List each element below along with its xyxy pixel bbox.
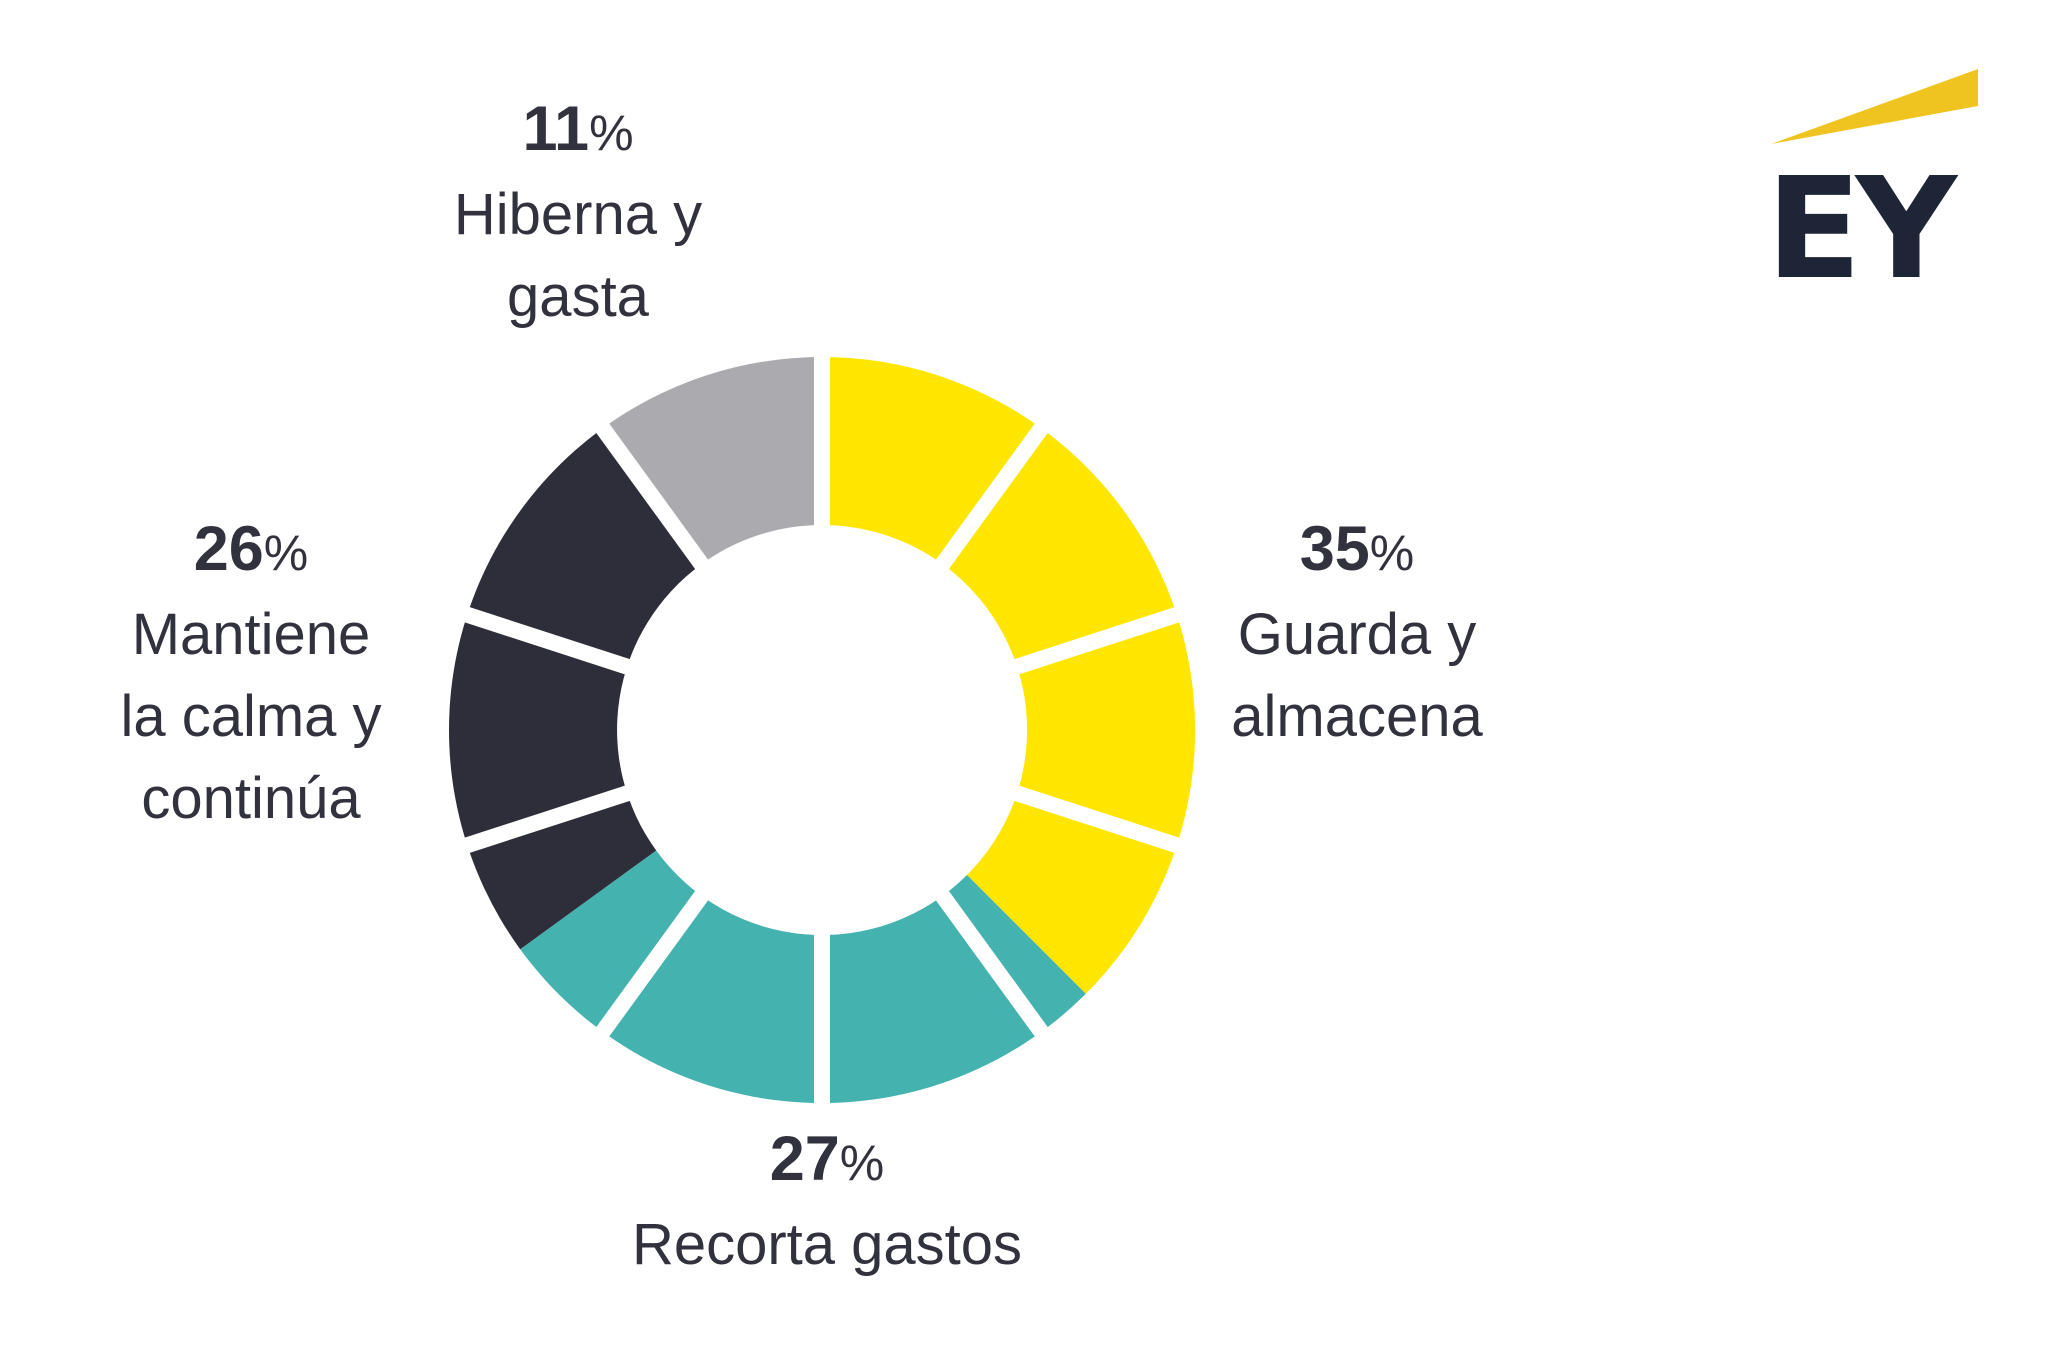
callout-percent: 11% xyxy=(454,88,702,174)
percent-sign: % xyxy=(839,1135,885,1191)
callout-label-line: gasta xyxy=(507,264,649,329)
donut-segments xyxy=(448,356,1196,1104)
percent-value: 26 xyxy=(193,514,264,584)
callout-label-line: Recorta gastos xyxy=(631,1212,1023,1277)
callout-percent: 27% xyxy=(632,1118,1022,1204)
callout-label-line: Mantiene xyxy=(131,602,371,667)
callout-mantiene-la-calma: 26% Mantiene la calma y continúa xyxy=(120,508,381,840)
segment-dividers xyxy=(446,338,1198,1122)
ey-logo-text: EY xyxy=(1766,148,1959,290)
segment-recorta-gastos xyxy=(520,850,1086,1104)
percent-sign: % xyxy=(1369,525,1415,581)
ey-logo: EY xyxy=(1766,69,1978,290)
callout-recorta-gastos: 27% Recorta gastos xyxy=(632,1118,1022,1286)
segment-hiberna-y-gasta xyxy=(602,357,822,565)
callout-guarda-y-almacena: 35% Guarda y almacena xyxy=(1231,508,1482,758)
segment-guarda-y-almacena xyxy=(822,356,1196,994)
callout-label-line: Hiberna y xyxy=(453,182,703,247)
callout-label-line: almacena xyxy=(1231,684,1483,749)
callout-label-line: Guarda y xyxy=(1237,602,1477,667)
callout-percent: 35% xyxy=(1231,508,1482,594)
percent-sign: % xyxy=(263,525,309,581)
callout-percent: 26% xyxy=(120,508,381,594)
segment-mantiene-la-calma xyxy=(448,428,702,950)
callout-label-line: la calma y xyxy=(120,684,382,749)
percent-value: 35 xyxy=(1299,514,1370,584)
percent-value: 27 xyxy=(769,1124,840,1194)
percent-sign: % xyxy=(589,105,634,161)
ey-beam-icon xyxy=(1771,69,1978,144)
callout-label-line: continúa xyxy=(141,766,361,831)
percent-value: 11 xyxy=(522,94,590,164)
callout-hiberna-y-gasta: 11% Hiberna y gasta xyxy=(454,88,702,338)
